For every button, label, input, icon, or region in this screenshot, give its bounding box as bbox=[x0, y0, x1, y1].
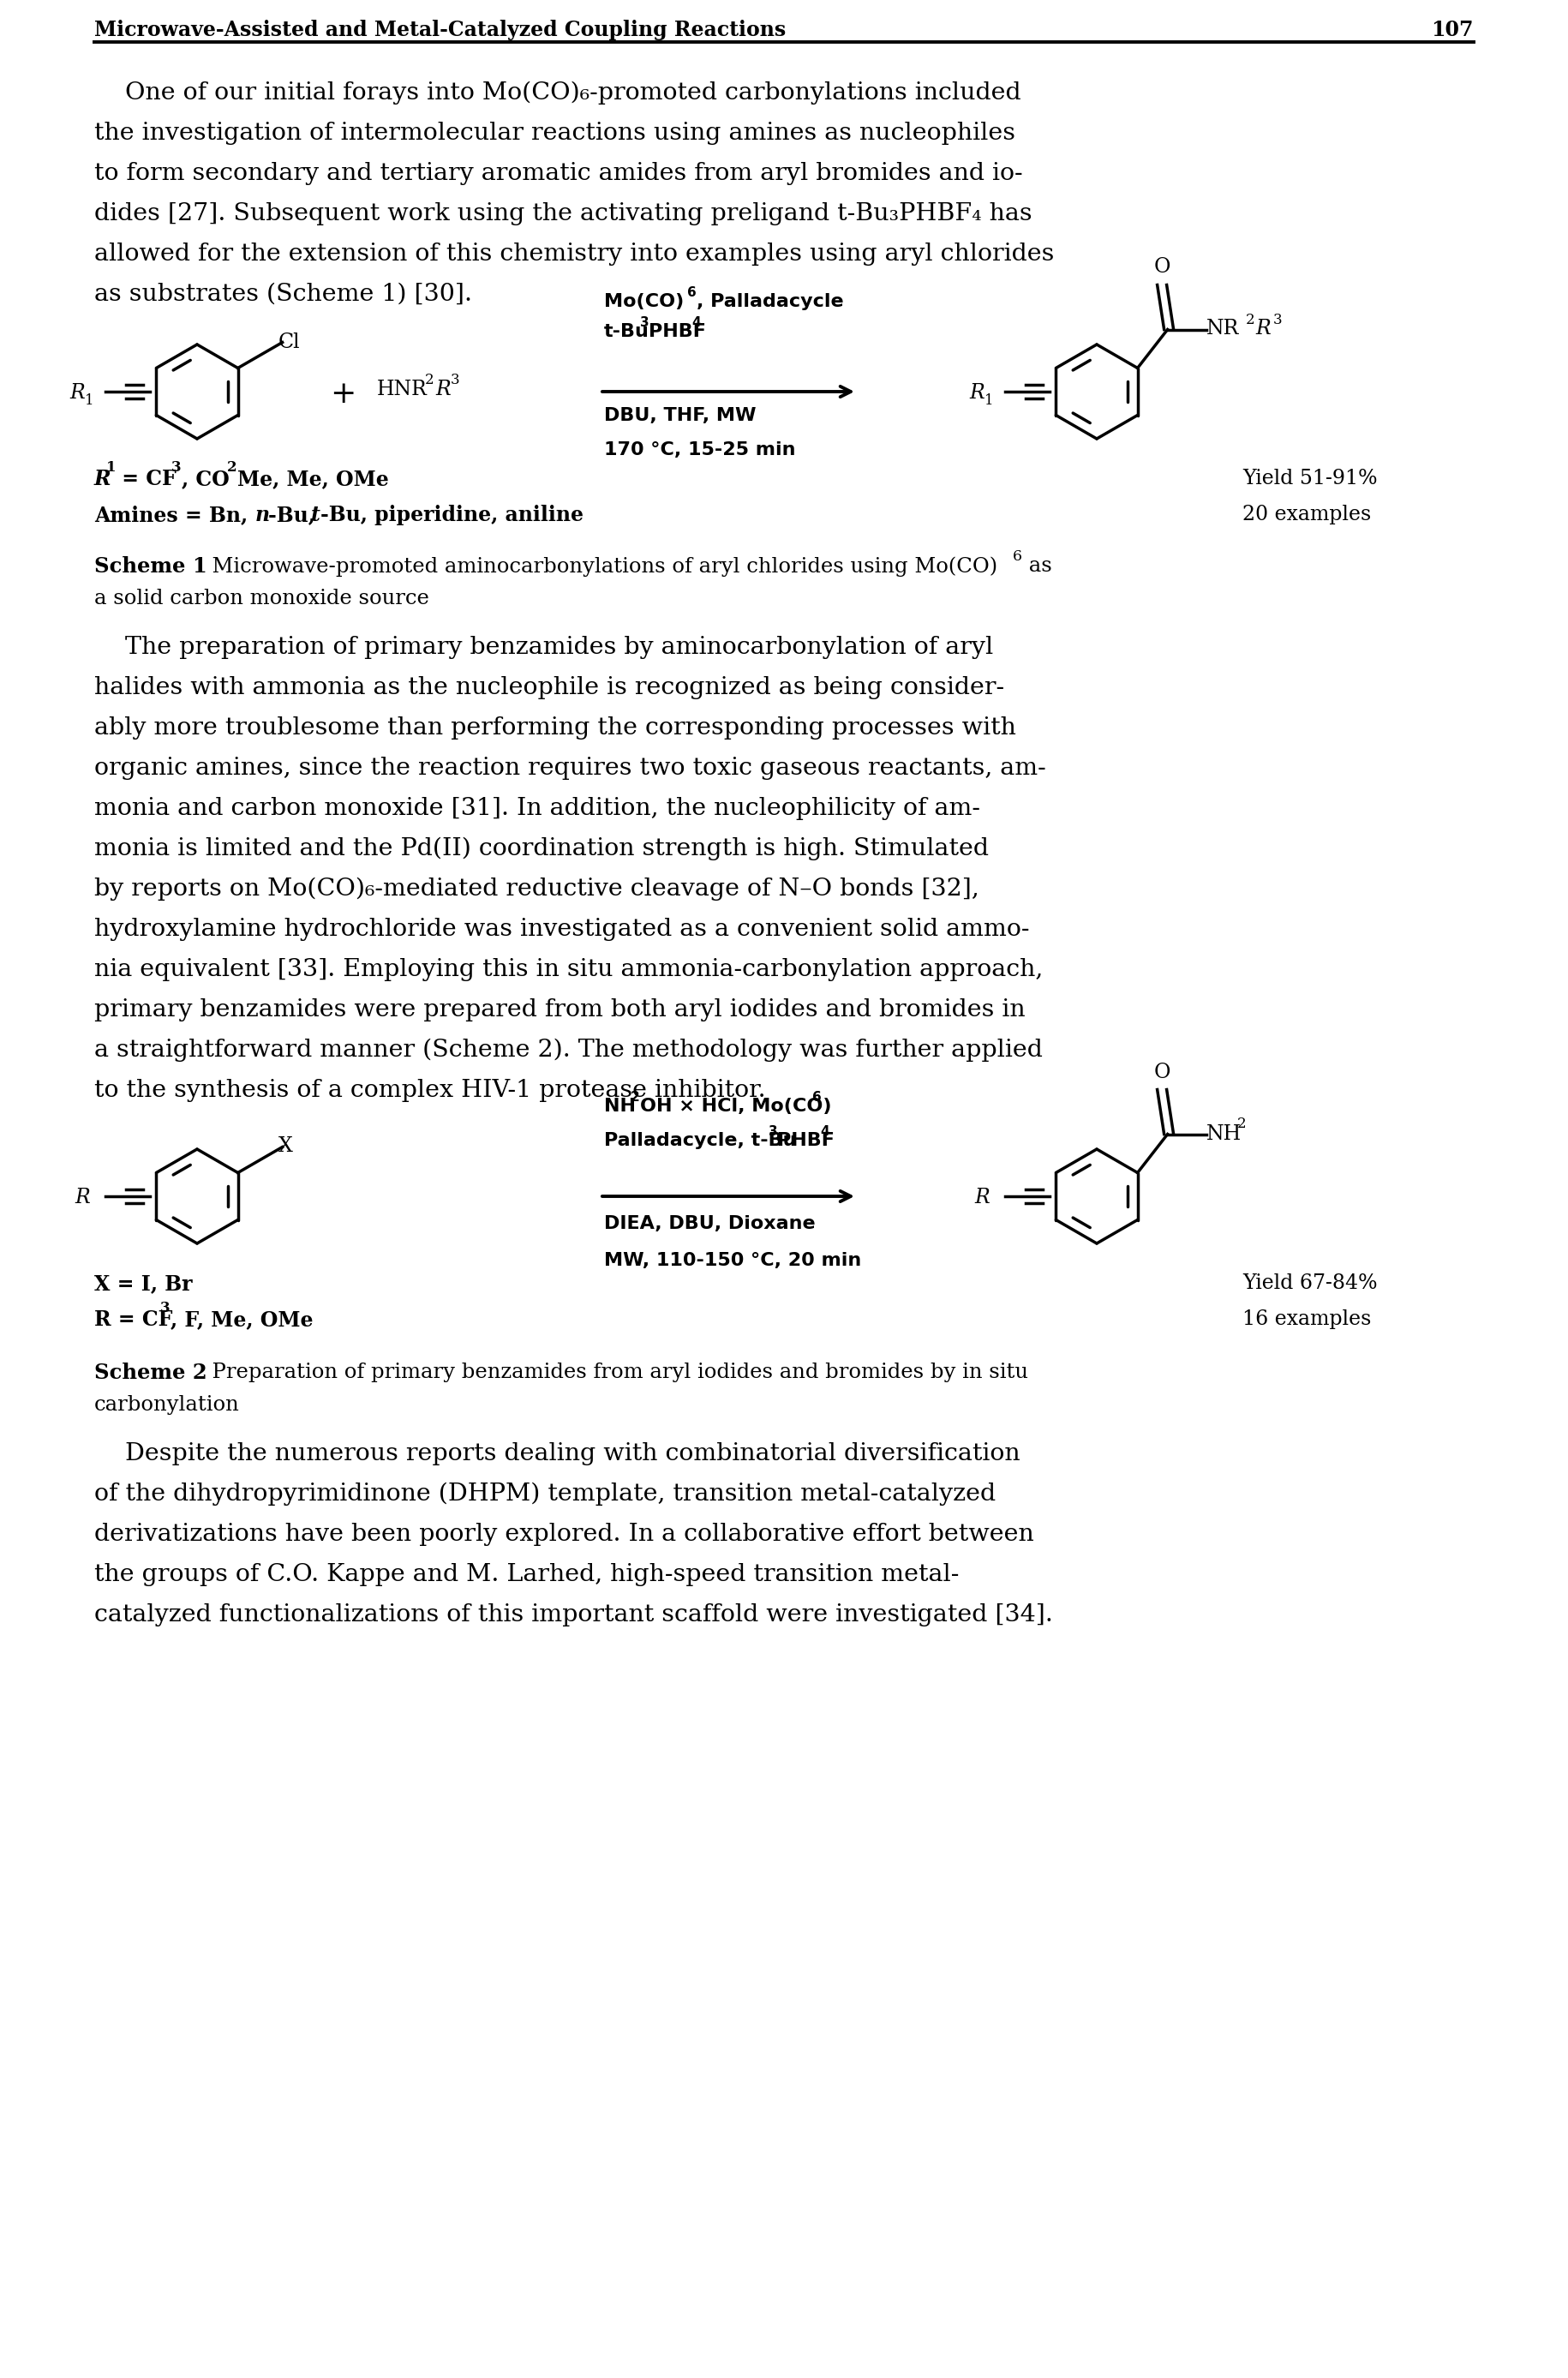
Text: as substrates (Scheme 1) [30].: as substrates (Scheme 1) [30]. bbox=[94, 283, 472, 307]
Text: catalyzed functionalizations of this important scaffold were investigated [34].: catalyzed functionalizations of this imp… bbox=[94, 1603, 1054, 1627]
Text: 1: 1 bbox=[985, 392, 994, 409]
Text: Microwave-promoted aminocarbonylations of aryl chlorides using Mo(CO): Microwave-promoted aminocarbonylations o… bbox=[199, 556, 997, 575]
Text: OH × HCl, Mo(CO): OH × HCl, Mo(CO) bbox=[640, 1099, 831, 1115]
Text: R: R bbox=[974, 1187, 989, 1208]
Text: R: R bbox=[69, 383, 85, 402]
Text: carbonylation: carbonylation bbox=[94, 1396, 240, 1415]
Text: R: R bbox=[969, 383, 985, 402]
Text: as: as bbox=[1022, 556, 1052, 575]
Text: nia equivalent [33]. Employing this in situ ammonia-carbonylation approach,: nia equivalent [33]. Employing this in s… bbox=[94, 958, 1043, 982]
Text: 2: 2 bbox=[227, 461, 237, 476]
Text: +: + bbox=[329, 380, 356, 409]
Text: R: R bbox=[1256, 319, 1272, 340]
Text: -Bu, piperidine, aniline: -Bu, piperidine, aniline bbox=[320, 504, 583, 526]
Text: 2: 2 bbox=[630, 1092, 640, 1103]
Text: X = I, Br: X = I, Br bbox=[94, 1272, 193, 1294]
Text: dides [27]. Subsequent work using the activating preligand t-Bu₃PHBF₄ has: dides [27]. Subsequent work using the ac… bbox=[94, 202, 1032, 226]
Text: 6: 6 bbox=[1013, 549, 1022, 564]
Text: hydroxylamine hydrochloride was investigated as a convenient solid ammo-: hydroxylamine hydrochloride was investig… bbox=[94, 918, 1030, 942]
Text: PHBF: PHBF bbox=[649, 323, 706, 340]
Text: 2: 2 bbox=[425, 373, 434, 388]
Text: derivatizations have been poorly explored. In a collaborative effort between: derivatizations have been poorly explore… bbox=[94, 1522, 1033, 1546]
Text: R = CF: R = CF bbox=[94, 1310, 172, 1329]
Text: Amines = Bn,: Amines = Bn, bbox=[94, 504, 254, 526]
Text: 16 examples: 16 examples bbox=[1242, 1310, 1372, 1329]
Text: allowed for the extension of this chemistry into examples using aryl chlorides: allowed for the extension of this chemis… bbox=[94, 243, 1054, 266]
Text: O: O bbox=[1154, 1063, 1171, 1082]
Text: R: R bbox=[75, 1187, 89, 1208]
Text: monia and carbon monoxide [31]. In addition, the nucleophilicity of am-: monia and carbon monoxide [31]. In addit… bbox=[94, 797, 980, 820]
Text: halides with ammonia as the nucleophile is recognized as being consider-: halides with ammonia as the nucleophile … bbox=[94, 675, 1005, 699]
Text: 1: 1 bbox=[107, 461, 116, 476]
Text: 2: 2 bbox=[1245, 312, 1254, 326]
Text: HNR: HNR bbox=[376, 380, 428, 400]
Text: t: t bbox=[310, 504, 320, 526]
Text: NR: NR bbox=[1206, 319, 1239, 340]
Text: 3: 3 bbox=[160, 1301, 171, 1315]
Text: Preparation of primary benzamides from aryl iodides and bromides by in situ: Preparation of primary benzamides from a… bbox=[199, 1363, 1029, 1382]
Text: by reports on Mo(CO)₆-mediated reductive cleavage of N–O bonds [32],: by reports on Mo(CO)₆-mediated reductive… bbox=[94, 877, 978, 901]
Text: Yield 67-84%: Yield 67-84% bbox=[1242, 1272, 1377, 1294]
Text: to form secondary and tertiary aromatic amides from aryl bromides and io-: to form secondary and tertiary aromatic … bbox=[94, 162, 1022, 185]
Text: One of our initial forays into Mo(CO)₆-promoted carbonylations included: One of our initial forays into Mo(CO)₆-p… bbox=[94, 81, 1021, 105]
Text: Me, Me, OMe: Me, Me, OMe bbox=[237, 468, 389, 490]
Text: DIEA, DBU, Dioxane: DIEA, DBU, Dioxane bbox=[604, 1215, 815, 1232]
Text: monia is limited and the Pd(II) coordination strength is high. Stimulated: monia is limited and the Pd(II) coordina… bbox=[94, 837, 989, 861]
Text: DBU, THF, MW: DBU, THF, MW bbox=[604, 407, 756, 423]
Text: n: n bbox=[256, 504, 270, 526]
Text: 3: 3 bbox=[450, 373, 459, 388]
Text: Cl: Cl bbox=[278, 333, 299, 352]
Text: = CF: = CF bbox=[114, 468, 176, 490]
Text: , Palladacycle: , Palladacycle bbox=[696, 292, 844, 309]
Text: 107: 107 bbox=[1432, 19, 1474, 40]
Text: Palladacycle, t-Bu: Palladacycle, t-Bu bbox=[604, 1132, 797, 1149]
Text: 3: 3 bbox=[768, 1125, 778, 1139]
Text: R: R bbox=[94, 468, 111, 490]
Text: NH: NH bbox=[1206, 1125, 1242, 1144]
Text: R: R bbox=[436, 380, 450, 400]
Text: 3: 3 bbox=[1273, 312, 1283, 326]
Text: a solid carbon monoxide source: a solid carbon monoxide source bbox=[94, 590, 430, 609]
Text: 170 °C, 15-25 min: 170 °C, 15-25 min bbox=[604, 442, 795, 459]
Text: 6: 6 bbox=[812, 1092, 822, 1103]
Text: Yield 51-91%: Yield 51-91% bbox=[1242, 468, 1377, 487]
Text: Scheme 1: Scheme 1 bbox=[94, 556, 207, 578]
Text: 1: 1 bbox=[85, 392, 94, 409]
Text: X: X bbox=[278, 1137, 293, 1156]
Text: the groups of C.O. Kappe and M. Larhed, high-speed transition metal-: the groups of C.O. Kappe and M. Larhed, … bbox=[94, 1562, 960, 1586]
Text: primary benzamides were prepared from both aryl iodides and bromides in: primary benzamides were prepared from bo… bbox=[94, 999, 1025, 1023]
Text: -Bu,: -Bu, bbox=[268, 504, 323, 526]
Text: 3: 3 bbox=[640, 316, 649, 328]
Text: NH: NH bbox=[604, 1099, 635, 1115]
Text: organic amines, since the reaction requires two toxic gaseous reactants, am-: organic amines, since the reaction requi… bbox=[94, 756, 1046, 780]
Text: to the synthesis of a complex HIV-1 protease inhibitor.: to the synthesis of a complex HIV-1 prot… bbox=[94, 1080, 765, 1101]
Text: Microwave-Assisted and Metal-Catalyzed Coupling Reactions: Microwave-Assisted and Metal-Catalyzed C… bbox=[94, 19, 786, 40]
Text: , F, Me, OMe: , F, Me, OMe bbox=[171, 1310, 314, 1329]
Text: a straightforward manner (Scheme 2). The methodology was further applied: a straightforward manner (Scheme 2). The… bbox=[94, 1039, 1043, 1063]
Text: The preparation of primary benzamides by aminocarbonylation of aryl: The preparation of primary benzamides by… bbox=[94, 635, 993, 659]
Text: PHBF: PHBF bbox=[778, 1132, 834, 1149]
Text: , CO: , CO bbox=[182, 468, 229, 490]
Text: 2: 2 bbox=[1237, 1118, 1247, 1132]
Text: MW, 110-150 °C, 20 min: MW, 110-150 °C, 20 min bbox=[604, 1251, 861, 1270]
Text: Mo(CO): Mo(CO) bbox=[604, 292, 684, 309]
Text: the investigation of intermolecular reactions using amines as nucleophiles: the investigation of intermolecular reac… bbox=[94, 121, 1016, 145]
Text: 4: 4 bbox=[691, 316, 701, 328]
Text: of the dihydropyrimidinone (DHPM) template, transition metal-catalyzed: of the dihydropyrimidinone (DHPM) templa… bbox=[94, 1481, 996, 1505]
Text: t-Bu: t-Bu bbox=[604, 323, 649, 340]
Text: 20 examples: 20 examples bbox=[1242, 504, 1370, 526]
Text: O: O bbox=[1154, 257, 1171, 278]
Text: 4: 4 bbox=[820, 1125, 829, 1139]
Text: Despite the numerous reports dealing with combinatorial diversification: Despite the numerous reports dealing wit… bbox=[94, 1441, 1021, 1465]
Text: 3: 3 bbox=[171, 461, 182, 476]
Text: Scheme 2: Scheme 2 bbox=[94, 1363, 207, 1384]
Text: ably more troublesome than performing the corresponding processes with: ably more troublesome than performing th… bbox=[94, 716, 1016, 740]
Text: 6: 6 bbox=[687, 285, 696, 300]
